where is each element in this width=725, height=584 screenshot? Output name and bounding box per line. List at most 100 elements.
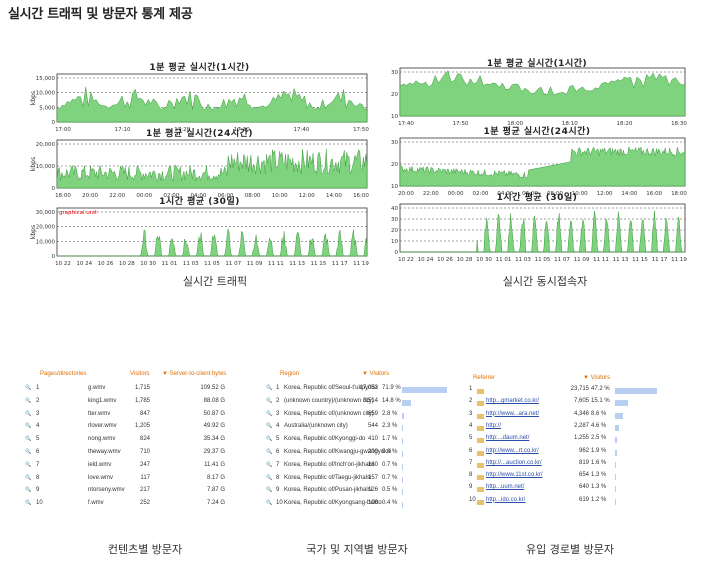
y-tick-label: 30,000 — [36, 210, 56, 216]
table-row[interactable]: 🔍 2 (unknown country)/(unknown city) 3,514 1… — [262, 398, 457, 410]
x-tick-label: 11 17 — [652, 257, 668, 263]
referrer-link[interactable]: http://www...rt.co.kr/ — [486, 447, 539, 454]
magnifier-icon[interactable]: 🔍 — [25, 461, 32, 468]
table-row[interactable]: 🔍 1 g.wmv 1,715 109.52 G — [25, 385, 255, 397]
x-tick-label: 11 11 — [268, 261, 284, 267]
magnifier-icon[interactable]: 🔍 — [25, 500, 32, 507]
magnifier-icon[interactable]: 🔍 — [266, 449, 273, 455]
col-header[interactable]: ▼ Server-to-client bytes — [162, 371, 227, 377]
magnifier-icon[interactable]: 🔍 — [25, 449, 32, 455]
table-row[interactable]: 🔍 6 theway.wmv 710 29.37 G — [25, 449, 255, 461]
table-row[interactable]: 9 http...uum.net/640 1.3 % — [465, 484, 690, 496]
referrer-link[interactable]: http...gmarket.co.kr/ — [486, 398, 540, 405]
magnifier-icon[interactable]: 🔍 — [25, 487, 32, 494]
table-row[interactable]: 1 23,715 47.2 % — [465, 386, 690, 398]
percent-value: 0.5 % — [382, 487, 398, 494]
referrer-link[interactable]: http://www.11st.co.kr/ — [486, 472, 543, 479]
region-name: (unknown country)/(unknown city) — [284, 397, 374, 404]
page-name: rlover.wmv — [88, 423, 117, 430]
referrer-link[interactable]: http://www...ara.net/ — [486, 410, 540, 417]
table-row[interactable]: 🔍 9 Korea, Republic of/Pusan-jikhalsi 126 0.… — [262, 487, 457, 499]
percent-bar — [402, 399, 412, 406]
magnifier-icon[interactable]: 🔍 — [266, 410, 273, 417]
table-row[interactable]: 6 http://www...rt.co.kr/962 1.9 % — [465, 448, 690, 460]
magnifier-icon[interactable]: 🔍 — [266, 385, 273, 391]
referrer-link[interactable]: http://...auction.co.kr/ — [486, 459, 542, 466]
series-area — [56, 86, 368, 123]
page-name: nong.wmv — [88, 436, 116, 443]
magnifier-icon[interactable]: 🔍 — [266, 500, 273, 507]
col-header[interactable]: Visitors — [130, 371, 150, 377]
row-rank: 6 — [276, 449, 280, 455]
magnifier-icon[interactable]: 🔍 — [25, 397, 32, 404]
table-row[interactable]: 🔍 1 Korea, Republic of/Seoul-t'ukpyolsi 17,… — [262, 385, 457, 397]
series-area — [399, 70, 686, 117]
table-row[interactable]: 🔍 10 Korea, Republic of/Kyongsang-bukto 106… — [262, 500, 457, 512]
table-row[interactable]: 🔍 7 Korea, Republic of/Inch'on-jikhalsi 160… — [262, 462, 457, 474]
page-name: king1.wmv — [88, 397, 117, 404]
table-row[interactable]: 10 http...ido.co.kr/619 1.2 % — [465, 497, 690, 509]
magnifier-icon[interactable]: 🔍 — [266, 423, 273, 430]
table-row[interactable]: 7 http://...auction.co.kr/819 1.6 % — [465, 460, 690, 472]
referrer-link[interactable]: http:...daum.net/ — [486, 435, 530, 442]
page-name: ntorseny.wmv — [88, 487, 125, 494]
magnifier-icon[interactable]: 🔍 — [25, 410, 32, 417]
y-tick-label: 40 — [391, 206, 398, 212]
referrer-link[interactable]: http:// — [486, 422, 502, 429]
col-header[interactable]: Referrer — [473, 375, 496, 381]
magnifier-icon[interactable]: 🔍 — [266, 474, 273, 481]
y-tick-label: 10 — [391, 239, 398, 245]
magnifier-icon[interactable]: 🔍 — [25, 423, 32, 430]
magnifier-icon[interactable]: 🔍 — [266, 397, 273, 404]
referrer-link[interactable]: http...ido.co.kr/ — [486, 496, 526, 503]
x-tick-label: 11 17 — [332, 261, 348, 267]
row-rank: 6 — [469, 447, 473, 454]
bytes-value: 49.92 G — [203, 423, 225, 430]
table-row[interactable]: 4 http:// 2,287 4.6 % — [465, 423, 690, 435]
x-tick-label: 17:30 — [234, 127, 250, 133]
table-row[interactable]: 🔍 2 king1.wmv 1,785 88.08 G — [25, 397, 255, 410]
visitors-value: 23,715 — [570, 386, 589, 392]
table-row[interactable]: 🔍 5 nong.wmv 824 35.34 G — [25, 436, 255, 448]
col-header[interactable]: Region — [280, 371, 300, 377]
table-row[interactable]: 5 http:...daum.net/1,255 2.5 % — [465, 435, 690, 447]
magnifier-icon[interactable]: 🔍 — [266, 487, 273, 494]
table-row[interactable]: 🔍 4 rlover.wmv 1,205 49.92 G — [25, 423, 255, 435]
table-row[interactable]: 🔍 8 Korea, Republic of/Taegu-jikhalsi 157 0.… — [262, 475, 457, 487]
region-name: Korea, Republic of/Kyongsang-bukto — [284, 500, 382, 507]
x-tick-label: 11 15 — [632, 257, 648, 263]
row-rank: 7 — [276, 461, 280, 468]
col-header[interactable]: ▼ Visitors — [362, 371, 390, 377]
table-row[interactable]: 🔍 3 tter.wmv 847 50.87 G — [25, 411, 255, 423]
referrer-link[interactable]: http...uum.net/ — [486, 484, 525, 491]
table-row[interactable]: 🔍 7 ield.wmv 247 11.41 G — [25, 462, 255, 474]
magnifier-icon[interactable]: 🔍 — [25, 385, 32, 391]
table-row[interactable]: 🔍 8 love.wmv 117 8.17 G — [25, 474, 255, 487]
visitors-value: 619 — [578, 496, 589, 503]
traffic-30d-chart: 30,000 20,000 10,000 0 kbps 10 22 10 24 10 26 10… — [30, 207, 369, 267]
table-row[interactable]: 2 http...gmarket.co.kr/7,605 15.1 % — [465, 398, 690, 410]
bytes-value: 8.17 G — [206, 474, 225, 481]
magnifier-icon[interactable]: 🔍 — [25, 474, 32, 481]
table-row[interactable]: 🔍 4 Australia/(unknown city) 544 2.3 % — [262, 423, 457, 435]
row-rank: 8 — [276, 474, 280, 481]
table-row[interactable]: 🔍 3 Korea, Republic of/(unknown city) 659 2.… — [262, 411, 457, 423]
table-row[interactable]: 🔍 6 Korea, Republic of/Kwangju-gwangyoksi 2… — [262, 449, 457, 461]
table-row[interactable]: 🔍 5 Korea, Republic of/Kyonggi-do 410 1.7 % — [262, 436, 457, 448]
y-tick-label: 0 — [52, 186, 56, 192]
x-tick-label: 11 03 — [515, 257, 531, 263]
row-rank: 5 — [36, 436, 40, 443]
table-row[interactable]: 3 http://www...ara.net/4,346 8.6 % — [465, 411, 690, 423]
content-caption: 컨텐츠별 방문자 — [107, 543, 183, 556]
table-row[interactable]: 🔍 10 f.wmv 252 7.24 G — [25, 500, 255, 512]
col-header[interactable]: ▼ Visitors — [583, 375, 611, 381]
y-tick-label: 0 — [52, 254, 56, 260]
magnifier-icon[interactable]: 🔍 — [266, 461, 273, 468]
x-tick-label: 10 26 — [98, 261, 114, 267]
magnifier-icon[interactable]: 🔍 — [266, 436, 273, 443]
table-row[interactable]: 🔍 9 ntorseny.wmv 217 7.87 G — [25, 487, 255, 499]
col-header[interactable]: Pages/directories — [40, 371, 87, 377]
bytes-value: 7.87 G — [206, 487, 225, 494]
magnifier-icon[interactable]: 🔍 — [25, 436, 32, 443]
table-row[interactable]: 8 http://www.11st.co.kr/654 1.3 % — [465, 472, 690, 484]
